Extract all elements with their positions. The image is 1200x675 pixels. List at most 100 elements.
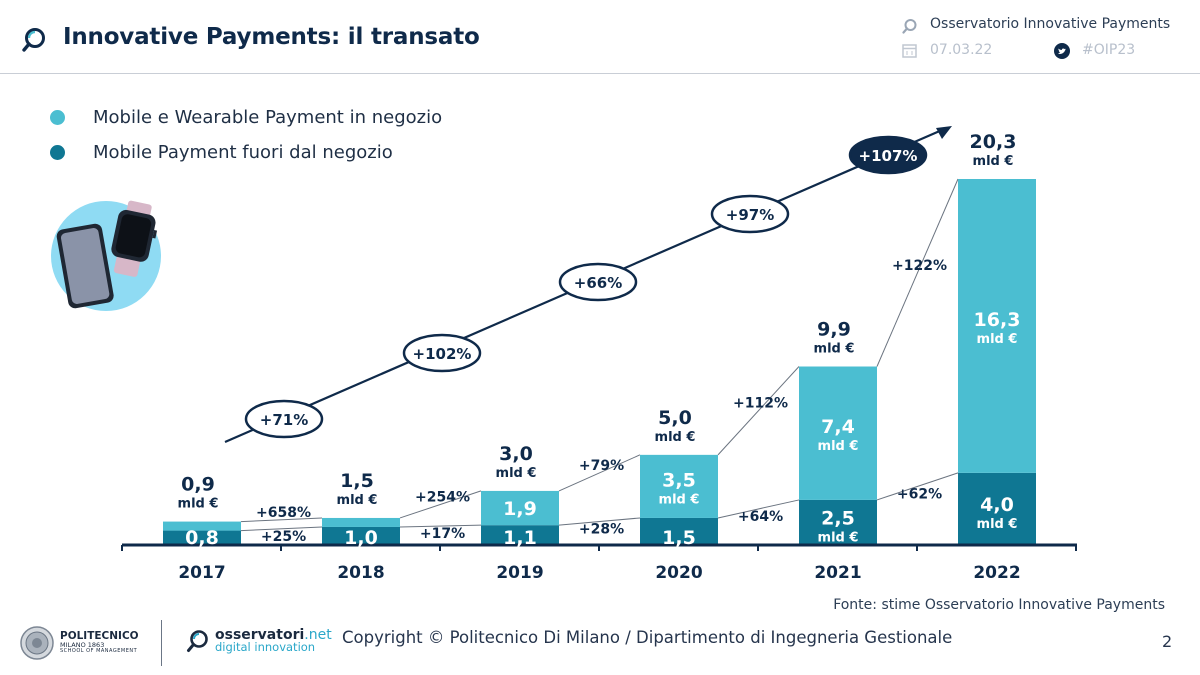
total-label: 9,9 (817, 319, 851, 341)
oss-name: osservatori (215, 627, 305, 643)
polimi-school: SCHOOL OF MANAGEMENT (60, 648, 138, 655)
polimi-seal-icon (20, 626, 54, 660)
legend-item-instore: Mobile e Wearable Payment in negozio (50, 107, 442, 128)
bar-online-2021 (799, 499, 877, 545)
unit-label-instore: mld € (818, 439, 859, 454)
total-unit-label: mld € (178, 497, 219, 512)
growth-total-oval (402, 333, 482, 373)
connector-instore (717, 366, 800, 456)
value-label-instore: 1,9 (503, 498, 537, 520)
growth-total-label: +97% (726, 206, 774, 224)
value-label-online: 1,0 (344, 527, 378, 549)
growth-total-label: +66% (574, 274, 622, 292)
growth-online-label: +17% (420, 526, 465, 542)
connector-online (240, 526, 323, 532)
growth-instore-label: +122% (892, 258, 947, 274)
legend-dot-instore (50, 110, 65, 125)
x-tick-label: 2018 (337, 563, 384, 583)
bar-instore-2017 (163, 521, 241, 531)
total-unit-label: mld € (496, 466, 537, 481)
x-tick-label: 2019 (496, 563, 543, 583)
connector-instore (558, 454, 641, 492)
total-label: 0,9 (181, 474, 215, 496)
legend-item-online: Mobile Payment fuori dal negozio (50, 142, 393, 163)
calendar-icon (902, 44, 917, 58)
polimi-name: POLITECNICO (60, 630, 139, 643)
phone-watch-illustration (51, 200, 161, 311)
header-date: 07.03.22 (930, 42, 993, 58)
bar-online-2019 (481, 525, 559, 545)
header-org: Osservatorio Innovative Payments (930, 16, 1171, 32)
copyright: Copyright © Politecnico Di Milano / Dipa… (342, 628, 953, 647)
legend-dot-online (50, 145, 65, 160)
growth-online-label: +28% (579, 522, 624, 538)
bar-instore-2020 (640, 454, 718, 518)
bar-online-2020 (640, 517, 718, 545)
bar-online-2022 (958, 472, 1036, 545)
total-label: 3,0 (499, 443, 533, 465)
value-label-online: 0,8 (185, 527, 219, 549)
page-title: Innovative Payments: il transato (63, 24, 480, 50)
total-label: 1,5 (340, 470, 374, 492)
growth-total-label: +71% (260, 411, 308, 429)
unit-label-online: mld € (977, 517, 1018, 532)
unit-label-online: mld € (818, 530, 859, 545)
x-tick-label: 2017 (178, 563, 225, 583)
value-label-instore: 3,5 (662, 469, 696, 491)
bar-instore-2022 (958, 179, 1036, 473)
bar-instore-2019 (481, 490, 559, 526)
growth-total-oval (848, 135, 928, 175)
total-unit-label: mld € (814, 342, 855, 357)
bar-instore-2018 (322, 517, 400, 527)
connector-online (558, 517, 641, 526)
x-tick-label: 2020 (655, 563, 702, 583)
oss-tld: .net (304, 627, 332, 643)
connector-instore (240, 517, 323, 523)
growth-instore-label: +112% (733, 396, 788, 412)
total-unit-label: mld € (337, 493, 378, 508)
page-number: 2 (1162, 632, 1173, 651)
osservatori-magnifier-icon (187, 629, 208, 652)
total-unit-label: mld € (973, 154, 1014, 169)
magnifier-small-icon (902, 19, 917, 34)
value-label-online: 2,5 (821, 507, 855, 529)
unit-label-instore: mld € (659, 492, 700, 507)
growth-online-label: +64% (738, 509, 783, 525)
oss-sub: digital innovation (215, 640, 316, 654)
growth-online-label: +25% (261, 529, 306, 545)
polimi-city: MILANO 1863 (60, 641, 105, 650)
growth-arrow-head (936, 126, 952, 139)
x-tick-label: 2021 (814, 563, 861, 583)
x-tick-label: 2022 (973, 563, 1020, 583)
value-label-instore: 16,3 (974, 309, 1021, 331)
growth-online-label: +62% (897, 486, 942, 502)
growth-instore-label: +254% (415, 489, 470, 505)
logo-divider (161, 620, 162, 666)
bar-online-2018 (322, 526, 400, 545)
bar-online-2017 (163, 530, 241, 545)
legend-label-instore: Mobile e Wearable Payment in negozio (93, 107, 443, 128)
connector-online (399, 524, 482, 528)
source-note: Fonte: stime Osservatorio Innovative Pay… (833, 597, 1165, 613)
total-unit-label: mld € (655, 430, 696, 445)
polimi-logo: POLITECNICO MILANO 1863 SCHOOL OF MANAGE… (20, 626, 139, 660)
total-label: 20,3 (970, 131, 1017, 153)
total-label: 5,0 (658, 407, 692, 429)
growth-total-oval (558, 262, 638, 302)
stacked-bar-chart: +71% +102% +66% +97% +107% 2017 2018 2019 2020 2… (51, 126, 1077, 583)
header-hashtag: #OIP23 (1082, 42, 1136, 58)
connector-instore (876, 178, 959, 367)
value-label-online: 4,0 (980, 494, 1014, 516)
growth-total-label: +107% (859, 147, 918, 165)
legend-label-online: Mobile Payment fuori dal negozio (93, 142, 393, 163)
unit-label-instore: mld € (977, 332, 1018, 347)
value-label-online: 1,5 (662, 527, 696, 549)
connector-instore (399, 490, 482, 519)
osservatori-logo: osservatori.net digital innovation (186, 628, 332, 654)
connector-online (717, 499, 800, 519)
value-label-online: 1,1 (503, 527, 537, 549)
growth-instore-label: +658% (256, 505, 311, 521)
twitter-icon (1054, 43, 1070, 59)
growth-total-label: +102% (413, 345, 472, 363)
slide-header: Innovative Payments: il transato Osserva… (0, 0, 1200, 74)
